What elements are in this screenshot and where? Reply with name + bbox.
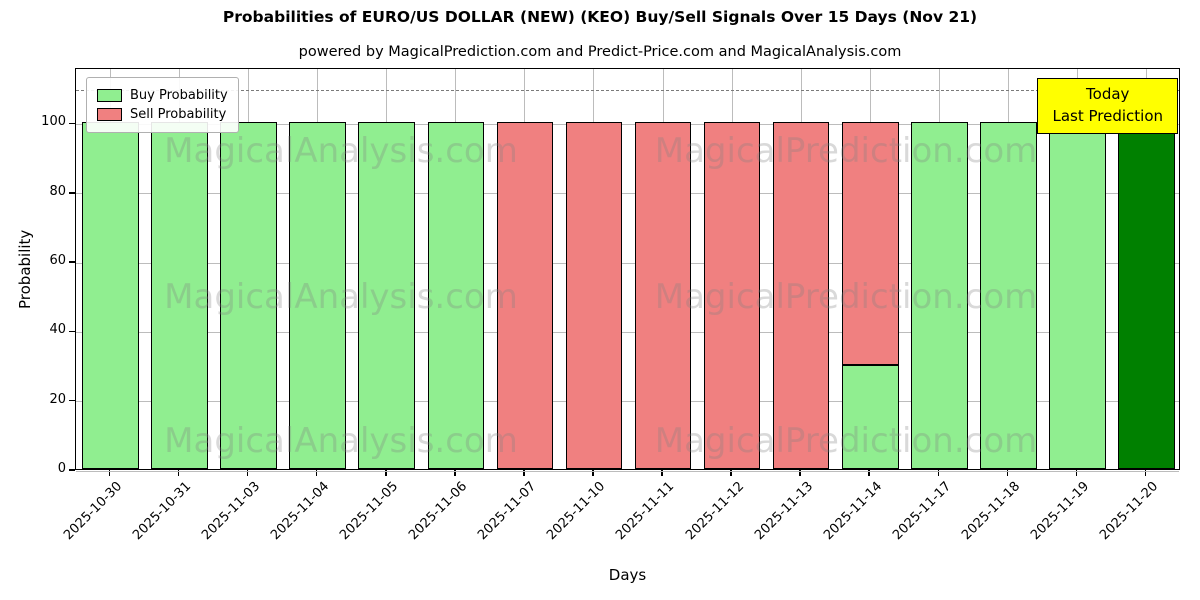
x-tick-label: 2025-11-06 [406, 479, 471, 544]
y-tick-label: 80 [49, 183, 66, 199]
bar-buy [1049, 122, 1106, 469]
today-annotation-line: Today [1086, 85, 1130, 103]
grid-line-horizontal [76, 123, 1179, 125]
x-tick-label: 2025-11-12 [682, 479, 747, 544]
bar-buy [289, 122, 347, 469]
grid-line-horizontal [76, 470, 1179, 472]
y-tick-label: 40 [49, 322, 66, 338]
y-tick-label: 100 [41, 114, 66, 130]
x-tick-mark [385, 470, 387, 476]
bar-buy [980, 122, 1037, 469]
y-tick-label: 0 [57, 461, 66, 476]
x-tick-mark [799, 470, 801, 476]
x-tick-mark [315, 470, 318, 476]
bar-buy [151, 122, 208, 469]
grid-line-horizontal [76, 401, 1179, 403]
chart-subtitle: powered by MagicalPrediction.com and Pre… [298, 44, 902, 60]
y-tick-mark [69, 192, 75, 194]
x-tick-label: 2025-11-03 [199, 479, 264, 544]
legend: Buy Probability Sell Probability [86, 77, 239, 133]
x-tick-label: 2025-11-14 [820, 479, 885, 544]
legend-swatch [97, 108, 122, 121]
x-tick-mark [592, 470, 594, 476]
x-tick-mark [661, 470, 663, 476]
x-tick-label: 2025-11-05 [337, 479, 402, 544]
today-annotation-line: Last Prediction [1052, 106, 1163, 125]
today-annotation: Today Last Prediction [1037, 78, 1178, 134]
bar-buy [220, 122, 277, 469]
x-tick-mark [1075, 470, 1078, 476]
y-tick-label: 60 [49, 253, 66, 269]
x-tick-label: 2025-11-20 [1097, 479, 1162, 544]
x-tick-label: 2025-11-13 [751, 479, 816, 544]
bar-buy [358, 122, 416, 469]
x-tick-mark [1006, 470, 1009, 476]
bar-sell [634, 122, 692, 469]
x-tick-label: 2025-11-19 [1027, 479, 1093, 544]
x-tick-mark [108, 470, 111, 476]
bar-buy [1118, 122, 1175, 469]
x-tick-mark [523, 470, 525, 476]
y-tick-mark [69, 330, 75, 333]
x-tick-label: 2025-11-17 [889, 479, 954, 544]
x-tick-label: 2025-11-11 [613, 479, 678, 544]
x-tick-mark [246, 470, 249, 476]
grid-line-horizontal [76, 262, 1179, 264]
bar-sell [496, 122, 554, 469]
x-tick-mark [868, 470, 870, 476]
legend-label: Sell Probability [130, 107, 227, 122]
watermark-text: MagicalAnalysis.com [164, 421, 518, 461]
legend-item: Buy Probability [97, 88, 228, 103]
legend-label: Buy Probability [130, 88, 228, 103]
x-tick-mark [937, 470, 940, 476]
bar-sell [841, 122, 899, 366]
watermark-text: MagicalPrediction.com [654, 277, 1038, 317]
x-tick-label: 2025-11-07 [475, 479, 540, 544]
chart-title: Probabilities of EURO/US DOLLAR (NEW) (K… [222, 8, 978, 26]
watermark-text: MagicalAnalysis.com [164, 131, 518, 171]
x-tick-label: 2025-10-31 [130, 479, 195, 544]
x-axis-label: Days [608, 566, 647, 584]
x-tick-mark [177, 470, 180, 476]
y-tick-label: 20 [49, 391, 66, 407]
threshold-dashed-line [76, 89, 1179, 91]
bar-buy [427, 122, 485, 469]
watermark-text: MagicalPrediction.com [654, 421, 1038, 461]
x-tick-label: 2025-11-18 [958, 479, 1023, 544]
grid-line-horizontal [76, 331, 1179, 333]
legend-item: Sell Probability [97, 107, 228, 122]
x-tick-label: 2025-10-30 [61, 479, 126, 544]
bar-sell [565, 122, 623, 469]
watermark-text: MagicalAnalysis.com [164, 277, 518, 317]
y-tick-mark [69, 122, 75, 125]
x-tick-label: 2025-11-04 [268, 479, 333, 544]
plot-area: MagicalAnalysis.com MagicalPrediction.com… [75, 68, 1180, 472]
watermark-text: MagicalPrediction.com [654, 131, 1038, 171]
y-tick-mark [69, 261, 75, 263]
x-tick-mark [1144, 470, 1147, 476]
bar-buy [910, 122, 968, 469]
bar-sell [772, 122, 830, 469]
x-tick-mark [730, 470, 732, 476]
y-tick-mark [69, 399, 75, 402]
grid-line-horizontal [76, 193, 1179, 195]
x-tick-label: 2025-11-10 [544, 479, 609, 544]
bar-buy [82, 122, 139, 469]
legend-swatch [97, 89, 122, 102]
x-tick-mark [454, 470, 456, 476]
y-tick-mark [69, 469, 75, 471]
bar-sell [703, 122, 761, 469]
bar-buy [841, 365, 899, 469]
